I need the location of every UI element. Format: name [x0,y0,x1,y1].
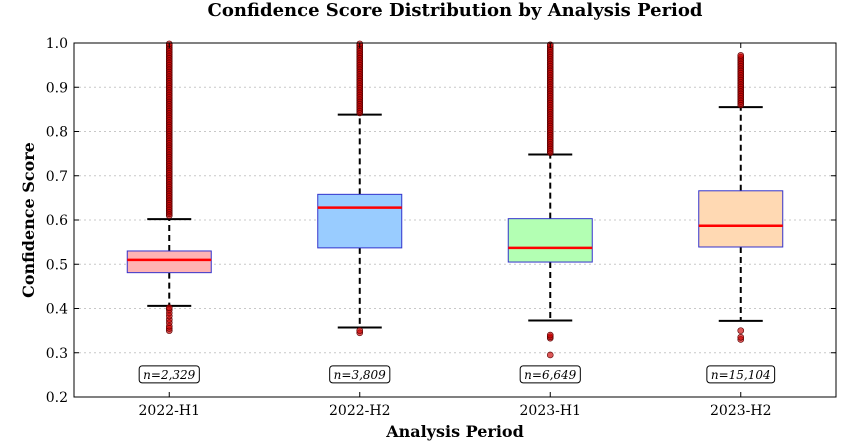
iqr-box [126,250,212,274]
x-axis-label: Analysis Period [385,422,524,441]
y-tick-label: 0.4 [46,302,68,318]
outlier-point [737,333,745,341]
chart-title: Confidence Score Distribution by Analysi… [208,0,703,21]
box-group: n=2,329 [126,40,212,384]
count-label-box [329,365,391,384]
iqr-box [317,193,403,249]
x-tick-label: 2022-H1 [139,403,200,419]
outlier-point [546,331,554,339]
y-tick-label: 0.9 [46,80,68,96]
box-group: n=3,809 [317,40,403,384]
y-tick-label: 0.5 [46,257,68,273]
x-tick-label: 2023-H2 [710,403,771,419]
count-label: n=15,104 [711,368,771,382]
y-tick-label: 0.3 [46,346,68,362]
iqr-box [698,190,784,248]
outlier-point [737,52,745,59]
outlier-point [165,304,173,311]
x-axis: 2022-H1 2022-H2 2023-H1 2023-H2 [139,43,771,419]
y-tick-label: 0.6 [46,213,68,229]
outlier-point [356,327,364,334]
y-tick-label: 0.2 [46,390,68,406]
box-group: n=6,649 [507,41,593,384]
count-label: n=6,649 [524,368,577,382]
y-tick-label: 0.7 [46,169,68,185]
y-tick-label: 1.0 [46,36,68,52]
box-group: n=15,104 [698,52,784,384]
y-axis: 0.2 0.3 0.4 0.5 0.6 0.7 0.8 0.9 1.0 [46,36,836,406]
x-tick-label: 2023-H1 [520,403,581,419]
x-tick-label: 2022-H2 [329,403,390,419]
iqr-box [507,218,593,263]
count-label-box [519,365,581,384]
count-label: n=3,809 [334,368,387,382]
boxes-layer: n=2,329 n=3,809 n=6,649 n=15,104 [126,40,784,384]
count-label: n=2,329 [143,368,196,382]
y-tick-label: 0.8 [46,125,68,141]
outlier-point [546,351,554,359]
y-axis-label: Confidence Score [19,142,38,298]
outlier-point [737,327,745,334]
count-label-box [138,365,200,384]
count-label-box [706,365,776,384]
